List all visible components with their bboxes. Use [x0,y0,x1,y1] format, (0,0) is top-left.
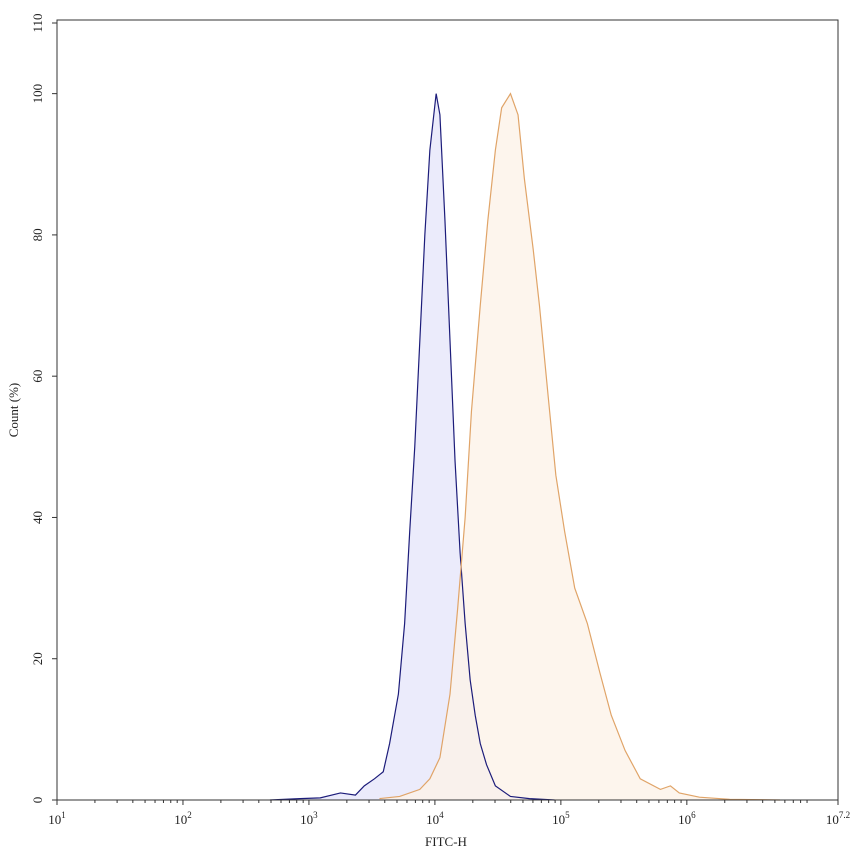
x-tick-base: 10 [300,812,313,827]
x-tick-base: 10 [552,812,565,827]
x-axis-label: FITC-H [425,834,467,849]
x-tick-label: 103 [300,810,318,827]
plot-frame [56,19,839,801]
x-tick-exponent: 5 [565,810,570,820]
x-tick-label: 102 [174,810,192,827]
x-tick-exponent: 7.2 [839,810,850,820]
y-tick-label: 40 [30,511,45,524]
y-tick-label: 60 [30,370,45,383]
x-tick-base: 10 [48,812,61,827]
x-tick-exponent: 3 [313,810,318,820]
y-tick-label: 100 [30,84,45,104]
x-tick-base: 10 [678,812,691,827]
x-tick-exponent: 2 [187,810,192,820]
x-tick-base: 10 [826,812,839,827]
histogram-area [269,93,555,800]
x-tick-exponent: 1 [61,810,66,820]
y-tick-label: 0 [30,797,45,804]
y-tick-label: 80 [30,228,45,241]
histogram-area [379,93,781,800]
x-tick-label: 104 [426,810,444,827]
x-tick-label: 106 [678,810,696,827]
x-tick-exponent: 4 [439,810,444,820]
x-tick-label: 107.2 [826,810,850,827]
histogram-line [379,92,781,801]
x-tick-label: 101 [48,810,66,827]
x-tick-base: 10 [174,812,187,827]
y-axis-label: Count (%) [6,383,21,438]
y-tick-label: 20 [30,652,45,665]
y-tick-label: 110 [30,13,45,32]
x-tick-base: 10 [426,812,439,827]
x-tick-label: 105 [552,810,570,827]
x-tick-exponent: 6 [691,810,696,820]
histogram-line [269,93,555,801]
